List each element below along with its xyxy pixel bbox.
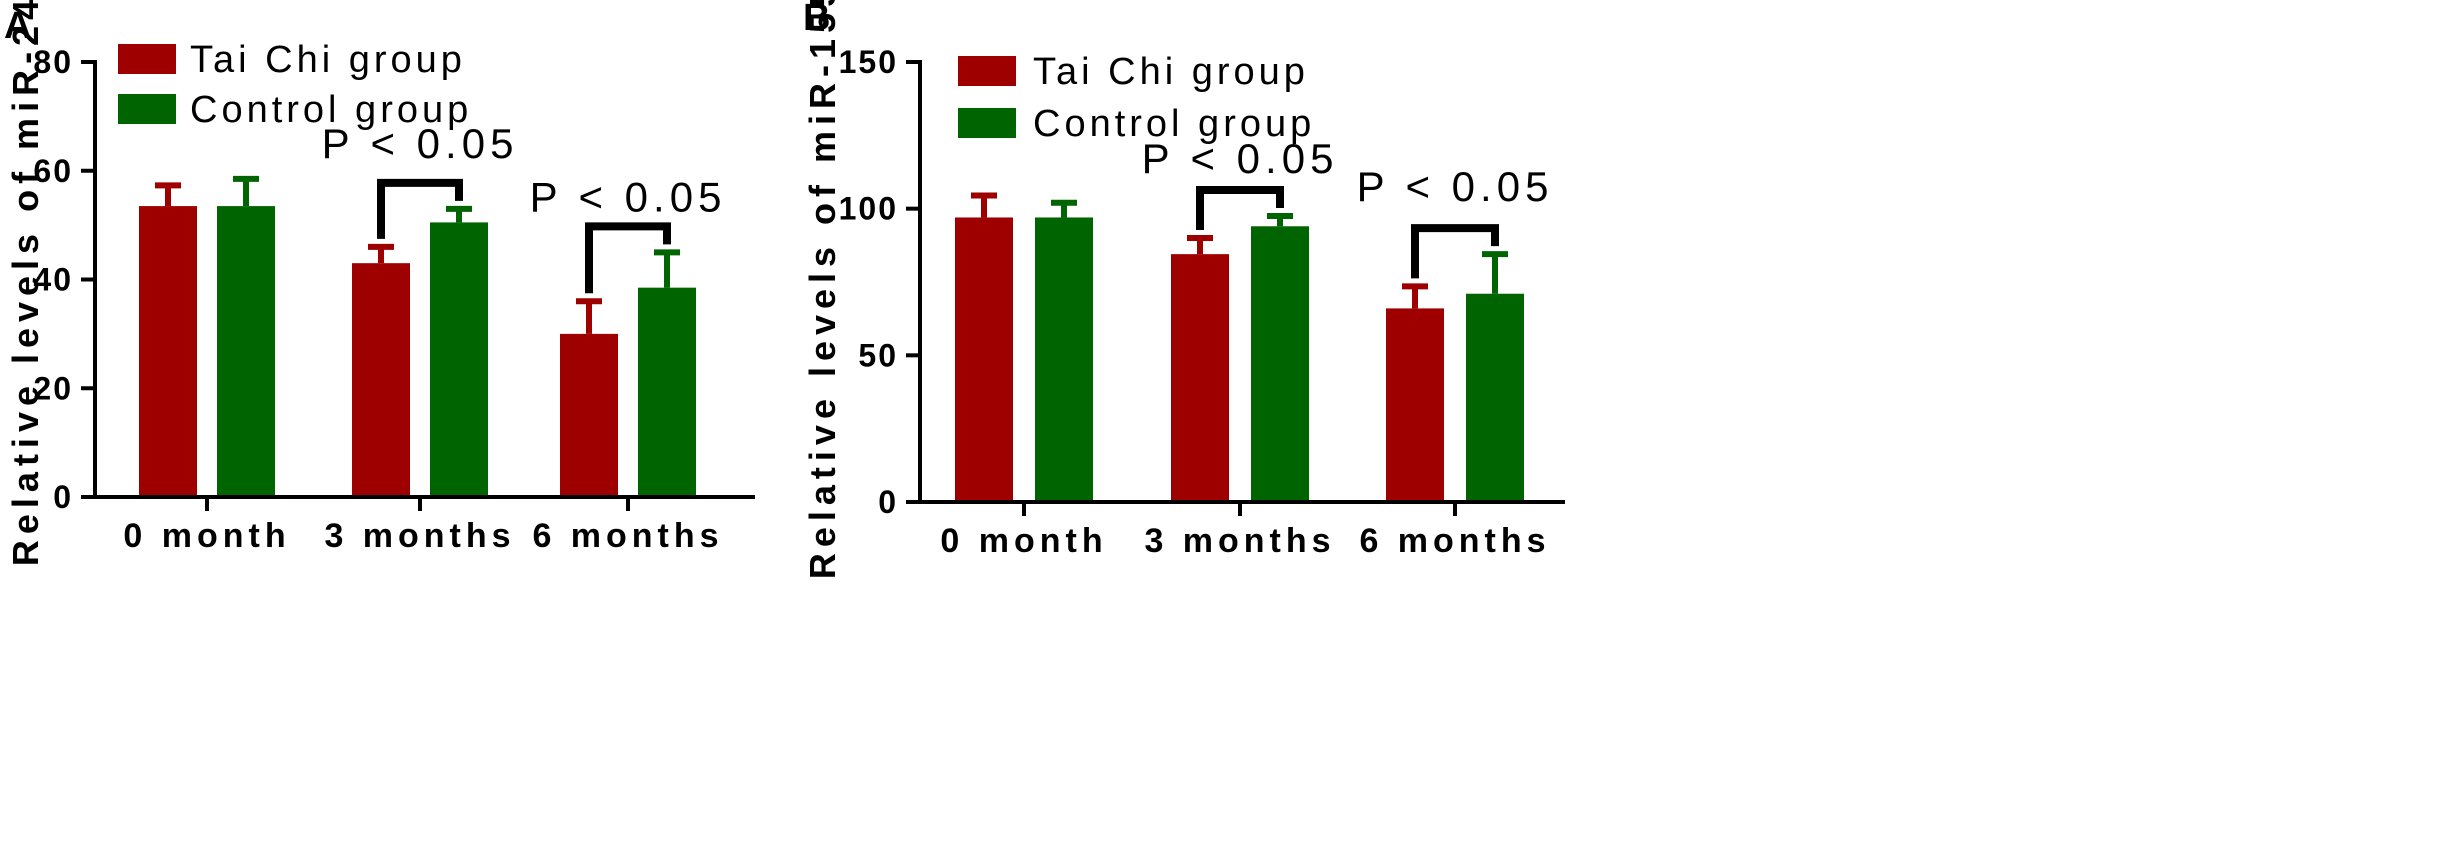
significance-label: P < 0.05 <box>530 173 727 220</box>
y-axis-title: Relative levels of miR-24 <box>5 0 46 566</box>
x-tick-label: 0 month <box>940 522 1107 560</box>
significance-label: P < 0.05 <box>322 120 519 167</box>
legend-label-tai-chi: Tai Chi group <box>190 39 466 81</box>
bar-control <box>1035 217 1093 502</box>
x-tick-label: 6 months <box>532 517 723 555</box>
bar-tai-chi <box>139 206 197 497</box>
significance-label: P < 0.05 <box>1357 163 1554 210</box>
legend-label-control: Control group <box>1033 103 1315 145</box>
bar-tai-chi <box>352 263 410 497</box>
y-tick-label: 150 <box>839 44 898 80</box>
y-tick-label: 0 <box>878 484 898 520</box>
y-tick-label: 40 <box>33 262 73 298</box>
significance-label: P < 0.05 <box>1142 135 1339 182</box>
significance-bracket <box>585 222 671 294</box>
x-tick-label: 6 months <box>1359 522 1550 560</box>
significance-bracket <box>377 178 463 239</box>
bar-control <box>217 206 275 497</box>
bar-tai-chi <box>955 217 1013 502</box>
y-tick-label: 20 <box>33 370 73 406</box>
bar-tai-chi <box>1171 254 1229 502</box>
legend-label-tai-chi: Tai Chi group <box>1033 51 1309 93</box>
legend-swatch-tai-chi <box>118 44 176 74</box>
x-tick-label: 0 month <box>123 517 290 555</box>
bar-control <box>1466 293 1524 502</box>
legend-swatch-control <box>958 108 1016 138</box>
panel-label: B <box>803 0 830 39</box>
y-tick-label: 0 <box>53 479 73 515</box>
significance-bracket <box>1196 186 1284 230</box>
bar-tai-chi <box>1386 308 1444 502</box>
bar-control <box>638 287 696 497</box>
legend-swatch-control <box>118 94 176 124</box>
x-tick-label: 3 months <box>324 517 515 555</box>
panel-label: A <box>4 5 31 47</box>
bar-control <box>430 222 488 497</box>
legend-swatch-tai-chi <box>958 56 1016 86</box>
y-tick-label: 50 <box>858 337 898 373</box>
y-axis-title: Relative levels of miR-155 <box>802 0 843 579</box>
y-tick-label: 100 <box>839 191 898 227</box>
bar-tai-chi <box>560 333 618 497</box>
x-tick-label: 3 months <box>1144 522 1335 560</box>
significance-bracket <box>1411 224 1499 279</box>
legend-label-control: Control group <box>190 89 472 131</box>
bar-control <box>1251 226 1309 502</box>
y-tick-label: 80 <box>33 44 73 80</box>
y-tick-label: 60 <box>33 153 73 189</box>
